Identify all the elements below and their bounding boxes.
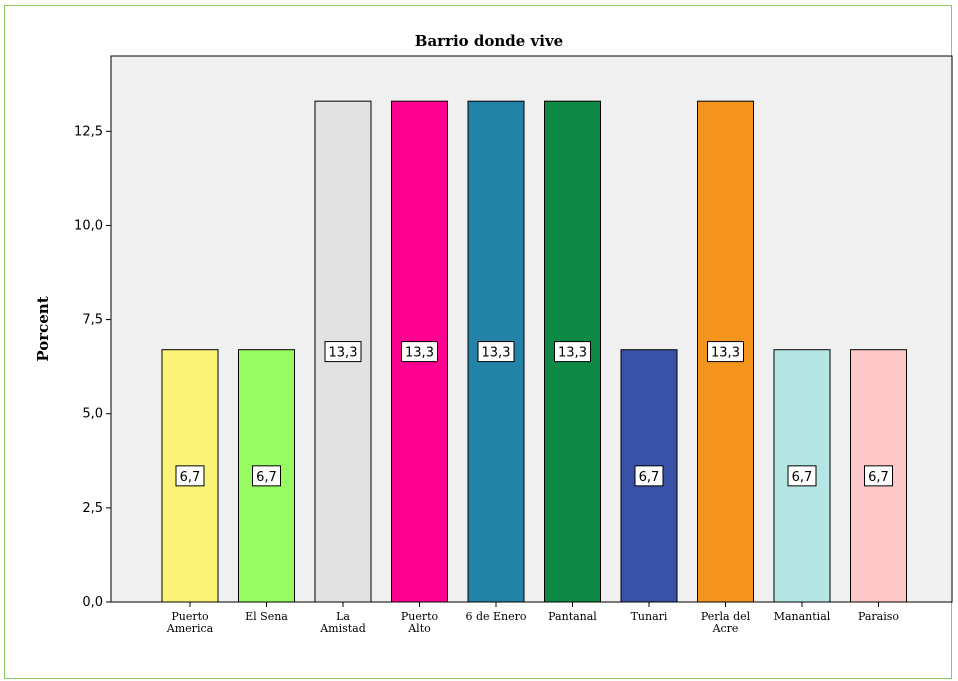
x-tick-label-line: El Sena xyxy=(245,610,288,623)
x-tick-label: Puerto America xyxy=(166,610,214,635)
y-axis-label: Porcent xyxy=(34,296,52,361)
x-tick-label-line: Paraiso xyxy=(858,610,899,623)
x-tick-label-line: Tunari xyxy=(631,610,668,623)
chart-title: Barrio donde vive xyxy=(415,32,563,50)
x-tick-label-line: Amistad xyxy=(319,622,366,635)
data-label: 13,3 xyxy=(711,346,740,361)
x-tick-label: La Amistad xyxy=(319,610,366,635)
data-label-box xyxy=(175,465,205,487)
data-label-box xyxy=(252,465,281,487)
x-tick-label: Paraiso xyxy=(858,610,899,623)
x-tick-label: 6 de Enero xyxy=(465,610,526,623)
x-tick-label: Manantial xyxy=(774,610,831,623)
x-tick-label-line: Manantial xyxy=(774,610,831,623)
data-label: 6,7 xyxy=(180,470,201,485)
y-tick-label: 12,5 xyxy=(74,124,103,139)
data-label-box xyxy=(477,341,515,363)
data-label: 6,7 xyxy=(639,470,660,485)
x-tick-label: Tunari xyxy=(631,610,668,623)
x-tick-label-line: La xyxy=(336,610,350,623)
data-label: 13,3 xyxy=(405,346,434,361)
y-tick-label: 10,0 xyxy=(74,218,103,233)
x-tick-label-line: Pantanal xyxy=(548,610,597,623)
y-tick-label: 5,0 xyxy=(82,407,103,422)
x-tick-label-line: 6 de Enero xyxy=(465,610,526,623)
data-label-box xyxy=(707,341,744,363)
x-tick-label: Perla del Acre xyxy=(701,610,751,635)
data-label: 6,7 xyxy=(792,470,813,485)
x-tick-label-line: Perla del xyxy=(701,610,751,623)
data-label: 13,3 xyxy=(329,346,358,361)
data-label: 6,7 xyxy=(868,470,889,485)
x-tick-label-line: Alto xyxy=(407,622,431,635)
data-label-box xyxy=(554,341,591,363)
y-tick-label: 0,0 xyxy=(82,595,103,610)
data-label: 13,3 xyxy=(558,346,587,361)
data-label-box xyxy=(787,465,817,487)
x-tick-label: El Sena xyxy=(245,610,288,623)
x-tick-label-line: Puerto xyxy=(401,610,439,623)
y-tick-label: 7,5 xyxy=(82,313,103,328)
x-tick-label-line: America xyxy=(166,622,214,635)
x-tick-label-line: Acre xyxy=(712,622,739,635)
x-tick-label: Puerto Alto xyxy=(401,610,439,635)
data-label-box xyxy=(634,465,664,487)
x-tick-label-line: Puerto xyxy=(171,610,209,623)
data-label-box xyxy=(401,341,438,363)
data-label: 13,3 xyxy=(482,346,511,361)
data-label-box xyxy=(864,465,893,487)
data-label-box xyxy=(324,341,362,363)
data-label: 6,7 xyxy=(256,470,277,485)
y-tick-label: 2,5 xyxy=(82,501,103,516)
x-tick-label: Pantanal xyxy=(548,610,597,623)
